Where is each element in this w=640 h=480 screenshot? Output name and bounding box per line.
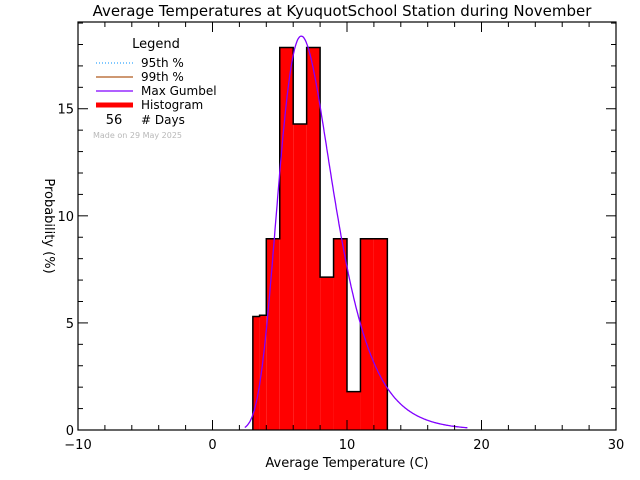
- y-tick-label: 5: [66, 317, 74, 332]
- histogram-bar: [347, 391, 361, 430]
- gumbel-curve: [244, 35, 468, 429]
- legend-label-95th: 95th %: [141, 56, 184, 70]
- histogram-bar: [266, 238, 280, 430]
- y-axis-label: Probability (%): [41, 178, 56, 273]
- histogram-bars: [252, 46, 389, 431]
- x-axis-ticks: −10 0 10 20 30: [64, 22, 624, 453]
- legend-label-99th: 99th %: [141, 70, 184, 84]
- legend-label-gumbel: Max Gumbel: [141, 84, 217, 98]
- y-tick-label: 10: [57, 210, 74, 225]
- y-tick-label: 0: [66, 424, 74, 439]
- y-tick-label: 15: [57, 103, 74, 118]
- x-axis-label: Average Temperature (C): [265, 456, 428, 471]
- x-tick-label: 0: [208, 438, 216, 453]
- y-axis-ticks: 0 5 10 15: [57, 22, 616, 439]
- histogram-outline: [252, 46, 389, 430]
- legend: Legend 95th % 99th % Max Gumbel Histogra…: [93, 37, 217, 140]
- histogram-bar: [320, 277, 334, 430]
- x-tick-label: 30: [608, 438, 625, 453]
- histogram-bar: [279, 47, 294, 431]
- histogram-bar: [333, 238, 347, 430]
- days-count: 56: [106, 113, 123, 128]
- legend-title: Legend: [132, 37, 180, 52]
- histogram-bar: [252, 316, 260, 430]
- histogram-bar: [293, 123, 307, 430]
- histogram-bar: [259, 315, 267, 430]
- legend-label-histogram: Histogram: [141, 98, 203, 112]
- days-label: # Days: [141, 113, 185, 127]
- histogram-bar: [306, 47, 321, 431]
- x-tick-label: −10: [64, 438, 91, 453]
- chart-title: Average Temperatures at KyuquotSchool St…: [93, 2, 593, 20]
- x-tick-label: 20: [473, 438, 490, 453]
- made-on-annotation: Made on 29 May 2025: [93, 131, 182, 140]
- histogram-bar: [373, 238, 388, 430]
- x-tick-label: 10: [339, 438, 356, 453]
- histogram-bar: [360, 238, 374, 430]
